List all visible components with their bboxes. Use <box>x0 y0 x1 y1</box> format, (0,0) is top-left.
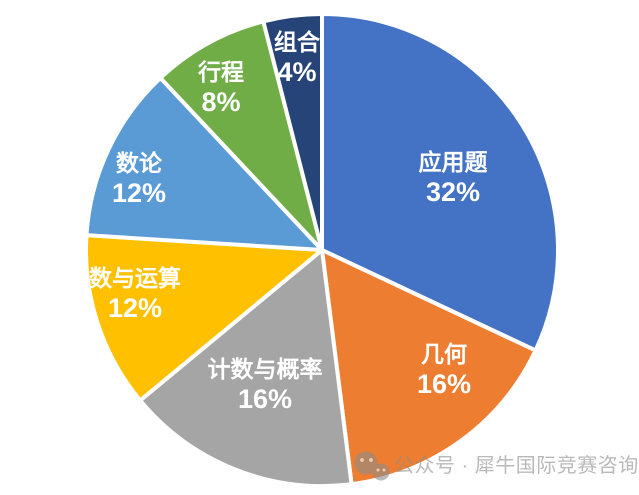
pie-slice-5 <box>84 75 324 252</box>
pie-slice-2 <box>320 248 538 487</box>
pie-slice-1 <box>320 12 560 353</box>
pie-slice-7 <box>261 12 324 252</box>
slice-label-4: 数与运算 12% <box>89 265 181 323</box>
slice-label-6: 行程 8% <box>197 59 244 117</box>
wechat-icon <box>354 451 390 481</box>
pie-slice-3 <box>138 248 354 488</box>
slice-label-3: 计数与概率 16% <box>208 356 323 414</box>
pie-slices <box>84 12 560 488</box>
slice-label-2: 几何 16% <box>417 341 471 399</box>
slice-label-1: 应用题 32% <box>419 149 488 207</box>
pie-slice-4 <box>84 233 324 403</box>
slice-label-5: 数论 12% <box>112 150 166 208</box>
pie-slice-labels: 应用题 32% 几何 16% 计数与概率 16% 数与运算 12% 数论 12% 行程 8% 组合 4% <box>89 29 488 414</box>
watermark-text: 公众号 · 犀牛国际竞赛咨询 <box>394 454 639 477</box>
watermark: 公众号 · 犀牛国际竞赛咨询 <box>354 451 639 481</box>
slice-label-7: 组合 4% <box>274 29 321 87</box>
pie-slice-6 <box>158 19 324 252</box>
